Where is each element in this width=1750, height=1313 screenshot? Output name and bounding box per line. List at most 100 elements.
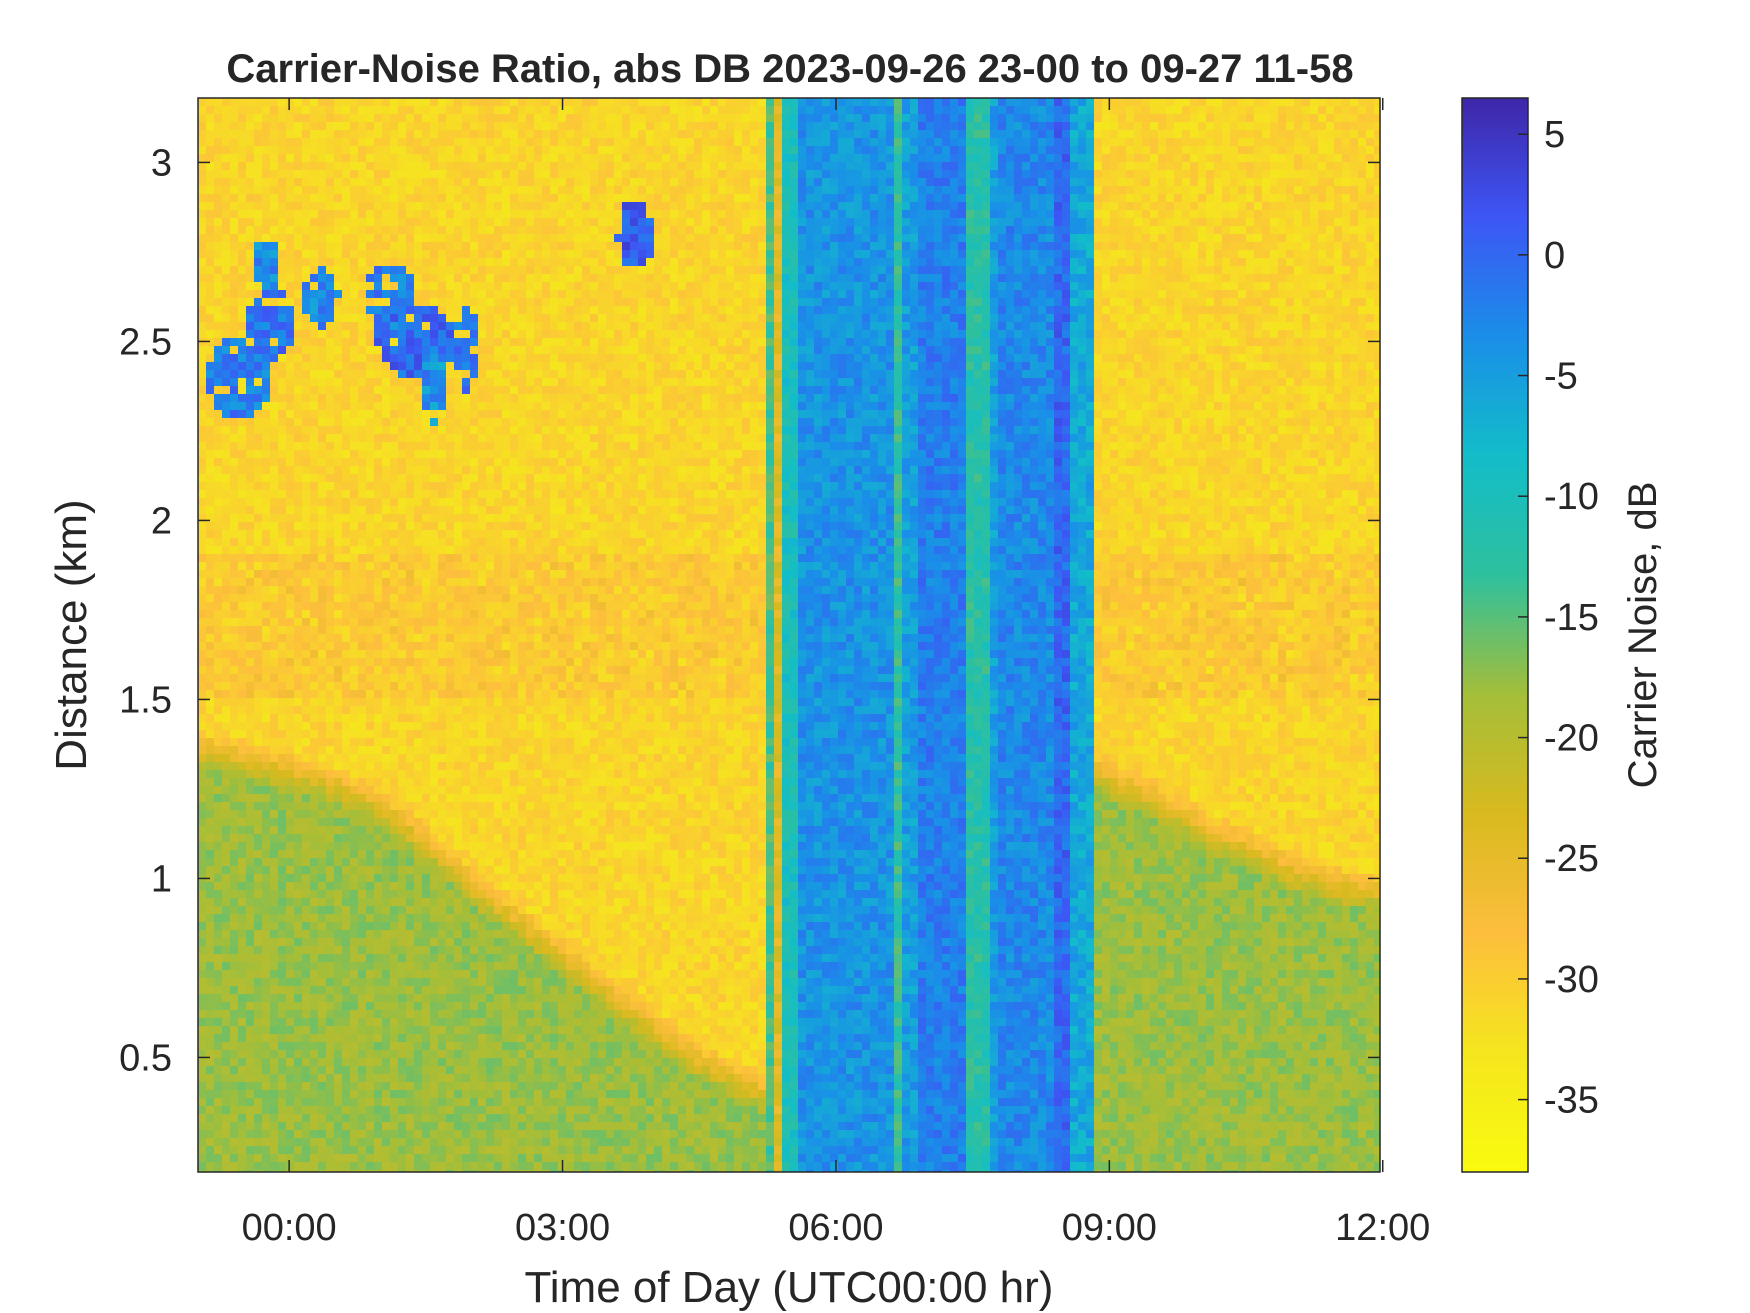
heatmap-cell (294, 562, 303, 571)
heatmap-cell (374, 210, 383, 219)
heatmap-cell (382, 794, 391, 803)
heatmap-cell (318, 1090, 327, 1099)
heatmap-cell (398, 386, 407, 395)
heatmap-cell (398, 482, 407, 491)
heatmap-cell (390, 394, 399, 403)
heatmap-cell (358, 426, 367, 435)
heatmap-cell (406, 938, 415, 947)
heatmap-cell (334, 162, 343, 171)
heatmap-cell (366, 162, 375, 171)
heatmap-cell (206, 290, 215, 299)
heatmap-cell (350, 1162, 359, 1171)
heatmap-cell (438, 1114, 447, 1123)
heatmap-cell (254, 562, 263, 571)
heatmap-cell (262, 226, 271, 235)
heatmap-cell (326, 154, 335, 163)
heatmap-cell (294, 698, 303, 707)
heatmap-cell (462, 266, 471, 275)
heatmap-cell (446, 106, 455, 115)
heatmap-cell (478, 930, 487, 939)
heatmap-cell (470, 722, 479, 731)
heatmap-cell (278, 714, 287, 723)
heatmap-cell (318, 674, 327, 683)
heatmap-cell (198, 114, 207, 123)
heatmap-cell (278, 778, 287, 787)
heatmap-cell (470, 738, 479, 747)
heatmap-cell (350, 106, 359, 115)
heatmap-cell (198, 634, 207, 643)
heatmap-cell (302, 522, 311, 531)
heatmap-cell (414, 1002, 423, 1011)
heatmap-cell (238, 434, 247, 443)
heatmap-cell (414, 802, 423, 811)
heatmap-cell (414, 282, 423, 291)
heatmap-cell (470, 1090, 479, 1099)
heatmap-cell (422, 562, 431, 571)
heatmap-cell (414, 226, 423, 235)
heatmap-cell (446, 354, 455, 363)
heatmap-cell (350, 738, 359, 747)
heatmap-cell (446, 778, 455, 787)
heatmap-cell (446, 858, 455, 867)
heatmap-cell (406, 1050, 415, 1059)
heatmap-cell (254, 138, 263, 147)
heatmap-cell (302, 282, 311, 291)
heatmap-cell (334, 498, 343, 507)
heatmap-cell (342, 258, 351, 267)
heatmap-cell (206, 354, 215, 363)
heatmap-cell (462, 1010, 471, 1019)
heatmap-cell (454, 1082, 463, 1091)
heatmap-cell (358, 1138, 367, 1147)
heatmap-cell (334, 186, 343, 195)
heatmap-cell (430, 410, 439, 419)
heatmap-cell (238, 1058, 247, 1067)
heatmap-cell (486, 778, 495, 787)
heatmap-cell (222, 386, 231, 395)
heatmap-cell (350, 98, 359, 107)
heatmap-cell (422, 186, 431, 195)
heatmap-cell (254, 1122, 263, 1131)
heatmap-cell (430, 706, 439, 715)
heatmap-cell (310, 1106, 319, 1115)
heatmap-cell (246, 482, 255, 491)
heatmap-cell (214, 410, 223, 419)
heatmap-cell (454, 666, 463, 675)
heatmap-cell (278, 114, 287, 123)
heatmap-cell (422, 778, 431, 787)
heatmap-cell (462, 162, 471, 171)
heatmap-cell (486, 1050, 495, 1059)
heatmap-cell (486, 186, 495, 195)
heatmap-cell (422, 690, 431, 699)
heatmap-cell (366, 1170, 375, 1172)
heatmap-cell (414, 1090, 423, 1099)
heatmap-cell (486, 330, 495, 339)
heatmap-cell (430, 306, 439, 315)
heatmap-cell (206, 370, 215, 379)
heatmap-cell (478, 546, 487, 555)
heatmap-cell (326, 874, 335, 883)
heatmap-cell (262, 290, 271, 299)
heatmap-cell (374, 1058, 383, 1067)
heatmap-cell (406, 850, 415, 859)
heatmap-cell (374, 826, 383, 835)
heatmap-cell (206, 970, 215, 979)
heatmap-cell (214, 338, 223, 347)
heatmap-cell (318, 330, 327, 339)
heatmap-cell (206, 906, 215, 915)
heatmap-cell (438, 642, 447, 651)
heatmap-cell (254, 810, 263, 819)
heatmap-cell (334, 1090, 343, 1099)
heatmap-cell (478, 210, 487, 219)
heatmap-cell (326, 962, 335, 971)
heatmap-cell (310, 538, 319, 547)
heatmap-cell (214, 626, 223, 635)
heatmap-cell (294, 722, 303, 731)
heatmap-cell (270, 858, 279, 867)
heatmap-cell (310, 842, 319, 851)
heatmap-cell (230, 250, 239, 259)
heatmap-cell (414, 578, 423, 587)
heatmap-cell (334, 946, 343, 955)
heatmap-cell (478, 138, 487, 147)
heatmap-cell (318, 938, 327, 947)
heatmap-cell (334, 562, 343, 571)
